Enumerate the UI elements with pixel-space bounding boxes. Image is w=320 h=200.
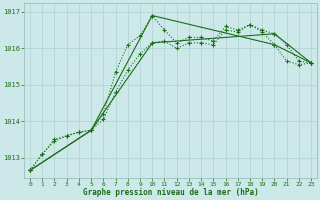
X-axis label: Graphe pression niveau de la mer (hPa): Graphe pression niveau de la mer (hPa) [83,188,259,197]
